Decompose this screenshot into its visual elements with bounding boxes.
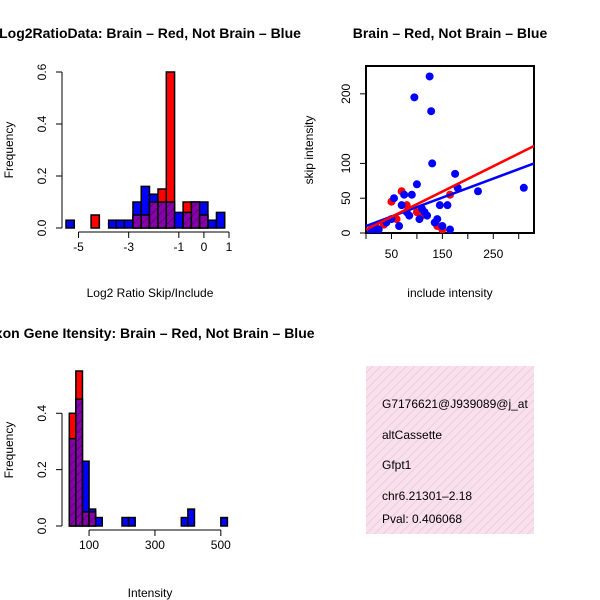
point-not-brain (400, 190, 409, 199)
x-tick-label: 500 (211, 538, 231, 552)
chart-title: Brain – Red, Not Brain – Blue (353, 25, 548, 41)
event-type: altCassette (382, 428, 442, 442)
point-not-brain (451, 169, 460, 178)
bar-not-brain (65, 219, 76, 229)
bar-not-brain (207, 219, 218, 229)
point-not-brain (423, 211, 432, 220)
points (366, 72, 534, 233)
point-not-brain (407, 190, 416, 199)
chart-title: Exon Gene Itensity: Brain – Red, Not Bra… (0, 325, 315, 341)
intensity-panel: Exon Gene Itensity: Brain – Red, Not Bra… (0, 325, 315, 600)
axes: 50 150 250 0 50 100 200 (339, 84, 520, 261)
y-tick-label: 200 (339, 84, 353, 104)
bar-not-brain (127, 516, 136, 527)
y-tick-label: 0.0 (35, 517, 49, 534)
x-tick-label: 250 (483, 247, 503, 261)
bar-not-brain (173, 211, 184, 229)
point-not-brain (433, 215, 442, 224)
bar-overlap (182, 211, 193, 229)
bar-not-brain (115, 219, 126, 229)
point-not-brain (415, 215, 424, 224)
p-value: Pval: 0.406068 (382, 512, 462, 526)
axes: -5 -3 -1 0 1 0.0 0.2 0.4 0.6 (35, 63, 233, 254)
x-axis-label: Intensity (128, 586, 173, 600)
x-tick-label: 1 (226, 240, 233, 254)
bar-overlap (165, 201, 176, 229)
y-tick-label: 50 (339, 191, 353, 205)
x-tick-label: -5 (73, 240, 84, 254)
x-tick-label: 300 (145, 538, 165, 552)
bar-not-brain (94, 516, 103, 527)
bar-not-brain (180, 516, 189, 527)
bar-overlap (140, 214, 151, 229)
x-tick-label: 0 (201, 240, 208, 254)
axes: 100 300 500 0.0 0.2 0.4 (35, 405, 231, 552)
bar-overlap (81, 511, 90, 527)
bar-not-brain (123, 219, 134, 229)
fit-line-brain (366, 144, 534, 231)
scatter-panel: Brain – Red, Not Brain – Blue 50 150 25005… (302, 25, 547, 300)
bar-not-brain (220, 516, 229, 527)
point-not-brain (443, 201, 452, 210)
bar-overlap (198, 214, 209, 229)
point-not-brain (435, 201, 444, 210)
point-not-brain (427, 107, 436, 116)
bar-overlap (75, 398, 84, 527)
y-tick-label: 0.4 (35, 115, 49, 132)
point-not-brain (519, 183, 528, 192)
bar-overlap (68, 437, 77, 527)
bar-not-brain (187, 508, 196, 527)
chart-title: Log2RatioData: Brain – Red, Not Brain – … (0, 25, 301, 41)
log2-ratio-panel: Log2RatioData: Brain – Red, Not Brain – … (0, 25, 301, 300)
point-not-brain (425, 72, 434, 81)
y-axis-label: Frequency (2, 122, 16, 179)
y-tick-label: 0.0 (35, 219, 49, 236)
y-tick-label: 0.2 (35, 167, 49, 184)
point-not-brain (412, 180, 421, 189)
chromosome-location: chr6.21301–2.18 (382, 489, 472, 503)
y-tick-label: 0.6 (35, 63, 49, 80)
bar-overlap (132, 214, 142, 229)
x-tick-label: 50 (385, 247, 399, 261)
point-not-brain (446, 225, 454, 233)
bar-not-brain (121, 516, 130, 527)
point-not-brain (438, 222, 447, 231)
point-not-brain (405, 211, 414, 220)
x-axis-label: Log2 Ratio Skip/Include (87, 286, 214, 300)
info-panel: G7176621@J939089@j_at altCassette Gfpt1 … (366, 366, 534, 534)
y-tick-label: 0.4 (35, 405, 49, 422)
point-not-brain (474, 187, 482, 196)
y-axis-label: skip intensity (302, 116, 316, 185)
bar-overlap (157, 201, 168, 229)
y-tick-label: 100 (339, 153, 353, 173)
y-tick-label: 0 (339, 229, 353, 236)
info-background (366, 366, 534, 534)
bars (65, 71, 226, 229)
point-not-brain (395, 222, 404, 231)
x-axis-label: include intensity (407, 286, 492, 300)
x-tick-label: 100 (79, 538, 99, 552)
bar-overlap (190, 201, 201, 229)
point-not-brain (410, 93, 419, 102)
bar-brain (90, 214, 101, 229)
point-not-brain (428, 159, 437, 168)
y-tick-label: 0.2 (35, 461, 49, 478)
bar-overlap (88, 511, 97, 527)
bars (68, 370, 229, 527)
event-id: G7176621@J939089@j_at (382, 397, 528, 411)
gene-name: Gfpt1 (382, 458, 412, 472)
point-not-brain (374, 225, 383, 233)
point-not-brain (390, 194, 398, 203)
y-axis-label: Frequency (2, 422, 16, 479)
bar-not-brain (215, 211, 226, 229)
x-tick-label: -1 (173, 240, 184, 254)
x-tick-label: -3 (123, 240, 134, 254)
point-not-brain (397, 201, 406, 210)
bar-overlap (148, 201, 159, 229)
x-tick-label: 150 (432, 247, 452, 261)
